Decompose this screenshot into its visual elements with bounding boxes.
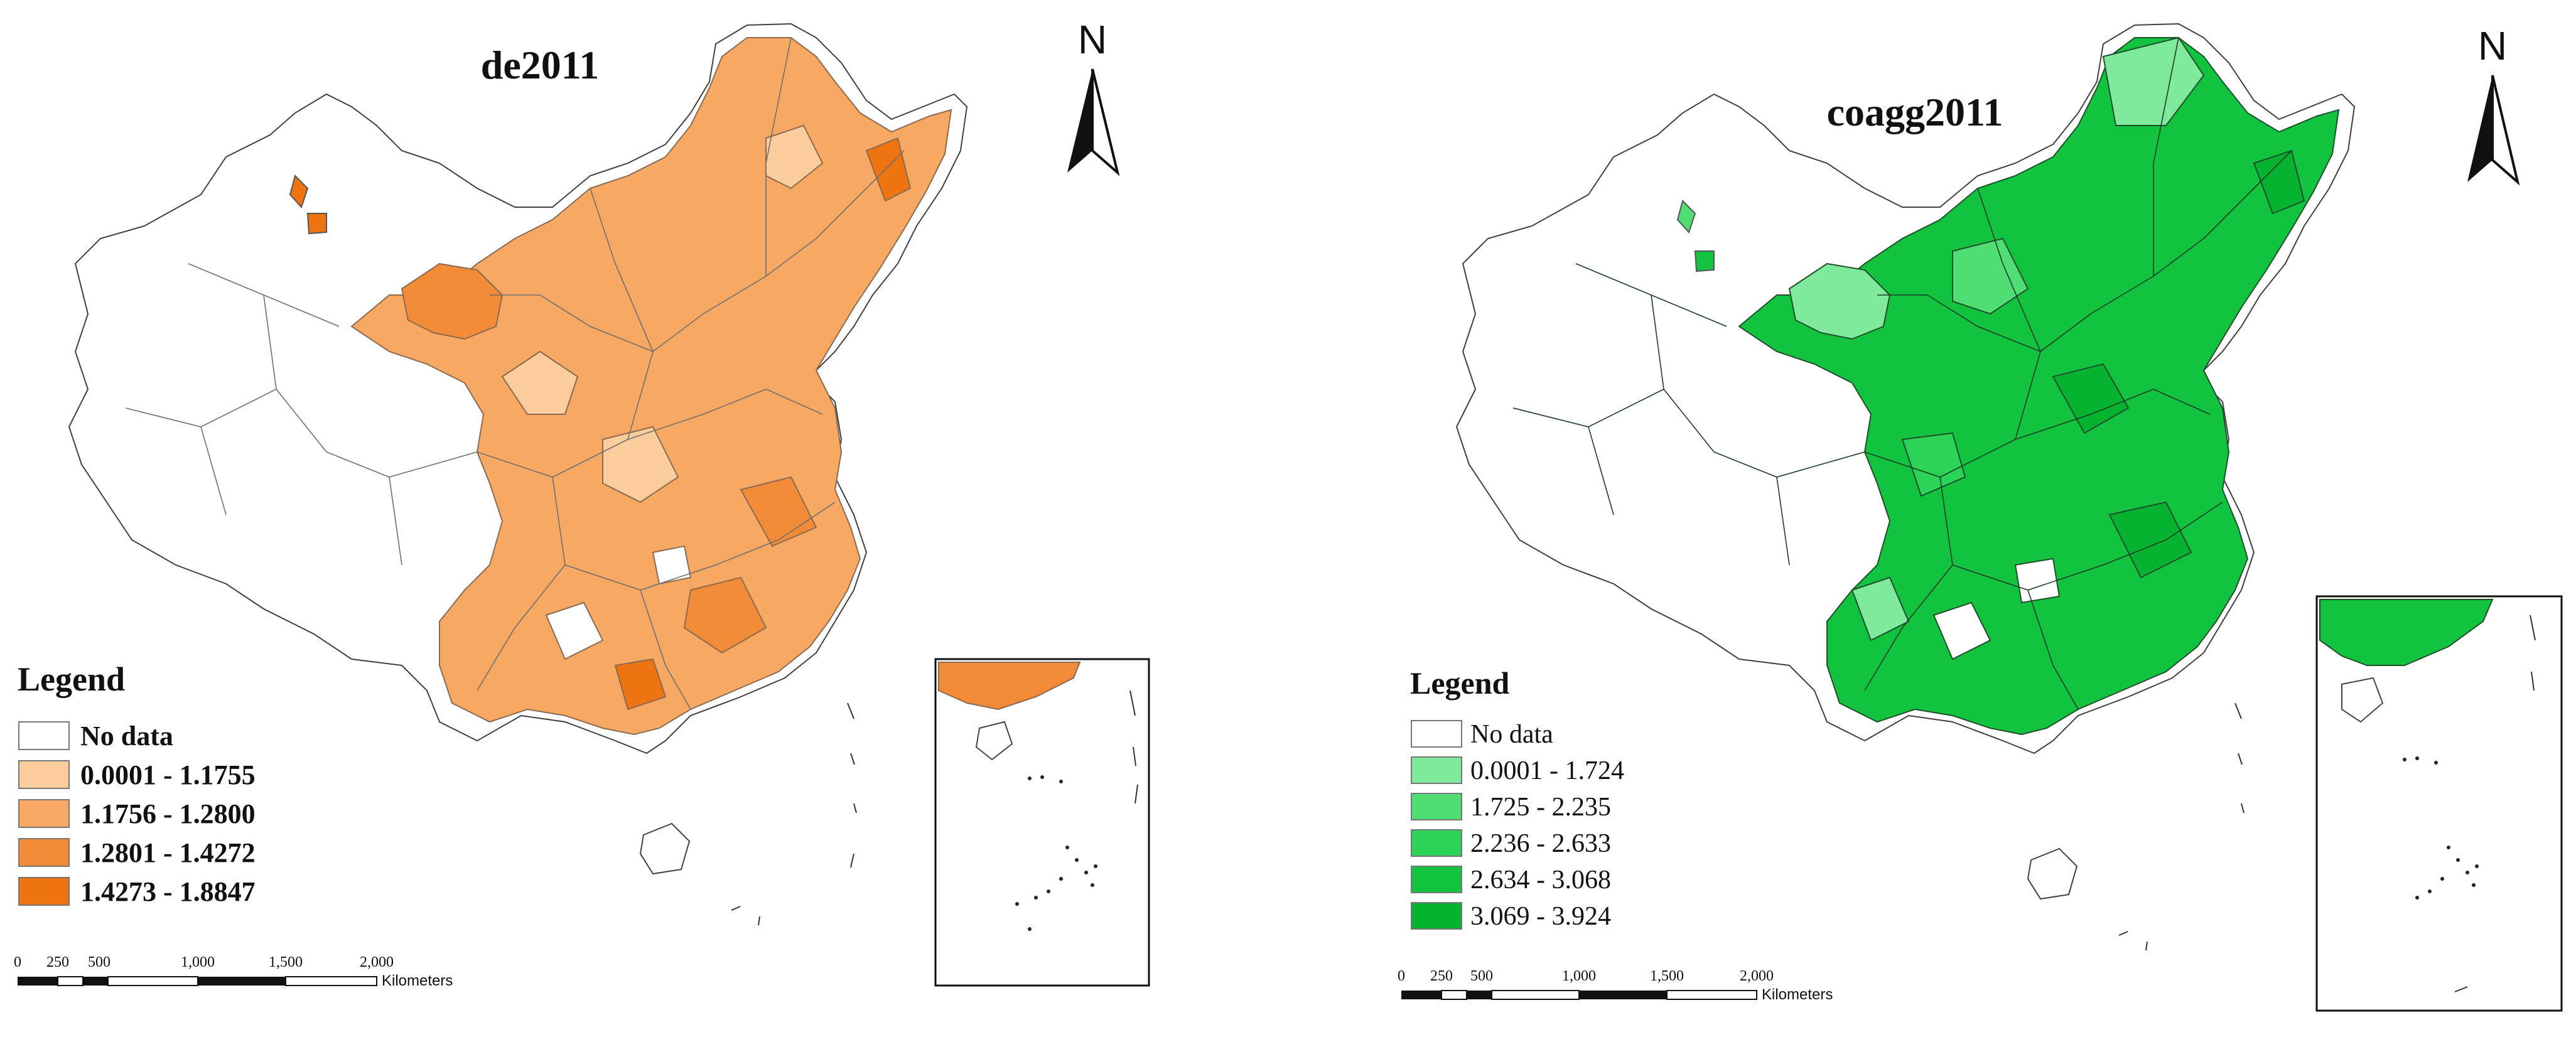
legend-item-class-1: 0.0001 - 1.1755 <box>18 760 256 790</box>
north-arrow: N <box>1067 17 1120 176</box>
scale-tick: 1,000 <box>181 954 215 970</box>
legend-item-no-data: No data <box>18 721 173 751</box>
scale-tick: 0 <box>1398 968 1405 984</box>
svg-text:No data: No data <box>80 721 173 751</box>
scale-tick: 1,000 <box>1562 968 1596 984</box>
legend: Legend No data 0.0001 - 1.724 1.725 - 2.… <box>1410 665 1624 931</box>
scale-bar: 0 250 500 1,000 1,500 2,000 Kilometers <box>1398 968 1833 1003</box>
svg-text:1.2801 - 1.4272: 1.2801 - 1.4272 <box>80 837 256 868</box>
scale-tick: 1,500 <box>1650 968 1684 984</box>
scale-tick: 0 <box>14 954 21 970</box>
scale-unit: Kilometers <box>1762 986 1833 1003</box>
legend-item-class-3: 2.236 - 2.633 <box>1411 829 1611 858</box>
legend-item-class-4: 2.634 - 3.068 <box>1411 866 1611 895</box>
scale-tick: 2,000 <box>360 954 394 970</box>
legend-item-class-2: 1.1756 - 1.2800 <box>18 798 256 829</box>
scale-unit: Kilometers <box>382 972 453 989</box>
legend: Legend No data 0.0001 - 1.1755 1.1756 - … <box>18 660 256 907</box>
svg-text:2.236 - 2.633: 2.236 - 2.633 <box>1470 829 1611 858</box>
legend-title: Legend <box>18 660 125 698</box>
south-china-sea-inset <box>934 658 1150 987</box>
legend-item-no-data: No data <box>1411 720 1553 749</box>
legend-item-class-3: 1.2801 - 1.4272 <box>18 837 256 868</box>
map-title: coagg2011 <box>1827 90 2003 134</box>
svg-text:0.0001 - 1.1755: 0.0001 - 1.1755 <box>80 760 256 790</box>
svg-text:0.0001 - 1.724: 0.0001 - 1.724 <box>1470 756 1624 785</box>
scale-tick: 2,000 <box>1740 968 1774 984</box>
scale-tick: 250 <box>46 954 69 970</box>
map-title: de2011 <box>481 43 599 87</box>
legend-item-class-5: 3.069 - 3.924 <box>1411 902 1611 931</box>
scale-bar: 0 250 500 1,000 1,500 2,000 Kilometers <box>14 954 453 989</box>
legend-item-class-4: 1.4273 - 1.8847 <box>18 876 256 907</box>
north-arrow-label: N <box>1078 17 1107 62</box>
scale-tick: 250 <box>1430 968 1453 984</box>
south-china-sea-inset <box>2315 595 2563 1012</box>
svg-text:1.725 - 2.235: 1.725 - 2.235 <box>1470 793 1611 822</box>
map-panel-coagg2011: coagg2011 N Legend No data <box>1398 23 2563 1012</box>
svg-text:3.069 - 3.924: 3.069 - 3.924 <box>1470 902 1611 931</box>
north-arrow-label: N <box>2478 23 2507 68</box>
svg-text:No data: No data <box>1470 720 1553 749</box>
svg-text:1.4273 - 1.8847: 1.4273 - 1.8847 <box>80 876 256 907</box>
svg-text:2.634 - 3.068: 2.634 - 3.068 <box>1470 866 1611 895</box>
legend-item-class-1: 0.0001 - 1.724 <box>1411 756 1624 785</box>
scale-tick: 500 <box>88 954 110 970</box>
north-arrow: N <box>2467 23 2520 186</box>
svg-text:1.1756 - 1.2800: 1.1756 - 1.2800 <box>80 798 256 829</box>
legend-title: Legend <box>1410 665 1510 701</box>
legend-item-class-2: 1.725 - 2.235 <box>1411 793 1611 822</box>
map-panel-de2011: de2011 N Legend No d <box>14 17 1150 989</box>
scale-tick: 1,500 <box>269 954 303 970</box>
scale-tick: 500 <box>1470 968 1493 984</box>
